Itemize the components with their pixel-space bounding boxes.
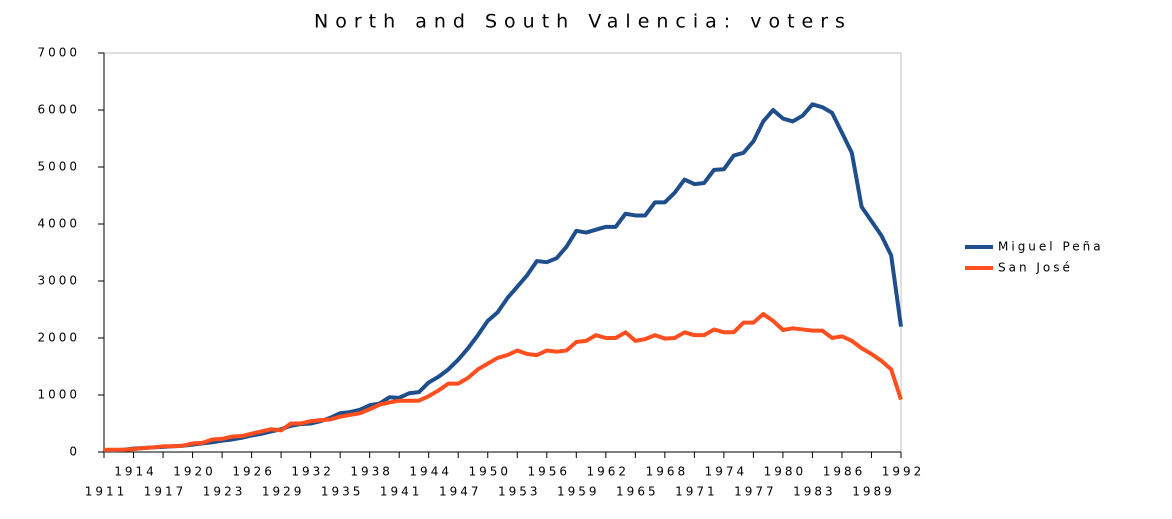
x-tick-label: 1938 — [350, 465, 393, 479]
x-tick-label: 1920 — [173, 465, 216, 479]
y-tick-label: 4000 — [37, 217, 80, 231]
x-tick-label: 1944 — [409, 465, 452, 479]
series-line — [104, 312, 903, 452]
x-tick-label: 1959 — [557, 485, 600, 499]
x-tick-label: 1932 — [291, 465, 334, 479]
x-tick-label: 1965 — [616, 485, 659, 499]
x-tick-label: 1926 — [232, 465, 275, 479]
x-tick-label: 1917 — [144, 485, 187, 499]
y-tick-label: 2000 — [37, 331, 80, 345]
series-line — [104, 102, 903, 453]
x-tick-label: 1911 — [85, 485, 128, 499]
x-tick-label: 1983 — [793, 485, 836, 499]
chart-title: North and South Valencia: voters — [314, 11, 852, 33]
x-tick-label: 1914 — [114, 465, 157, 479]
y-tick-label: 7000 — [37, 46, 80, 60]
legend-label: San José — [998, 261, 1073, 275]
x-tick-label: 1974 — [705, 465, 748, 479]
y-tick-label: 1000 — [37, 388, 80, 402]
x-tick-label: 1953 — [498, 485, 541, 499]
x-tick-label: 1962 — [587, 465, 630, 479]
x-tick-label: 1986 — [823, 465, 866, 479]
y-tick-label: 5000 — [37, 160, 80, 174]
legend-label: Miguel Peña — [998, 240, 1104, 254]
y-tick-label: 3000 — [37, 274, 80, 288]
x-tick-label: 1977 — [734, 485, 777, 499]
x-tick-label: 1971 — [675, 485, 718, 499]
x-tick-label: 1968 — [646, 465, 689, 479]
x-tick-label: 1980 — [764, 465, 807, 479]
plot-border — [103, 52, 902, 453]
x-tick-label: 1956 — [528, 465, 571, 479]
x-tick-label: 1941 — [380, 485, 423, 499]
x-tick-label: 1929 — [262, 485, 305, 499]
y-tick-label: 6000 — [37, 103, 80, 117]
y-tick-label: 0 — [69, 445, 80, 459]
x-tick-label: 1923 — [203, 485, 246, 499]
x-tick-label: 1950 — [468, 465, 511, 479]
x-tick-label: 1935 — [321, 485, 364, 499]
x-tick-label: 1947 — [439, 485, 482, 499]
x-tick-label: 1989 — [852, 485, 895, 499]
x-tick-label: 1992 — [882, 465, 925, 479]
